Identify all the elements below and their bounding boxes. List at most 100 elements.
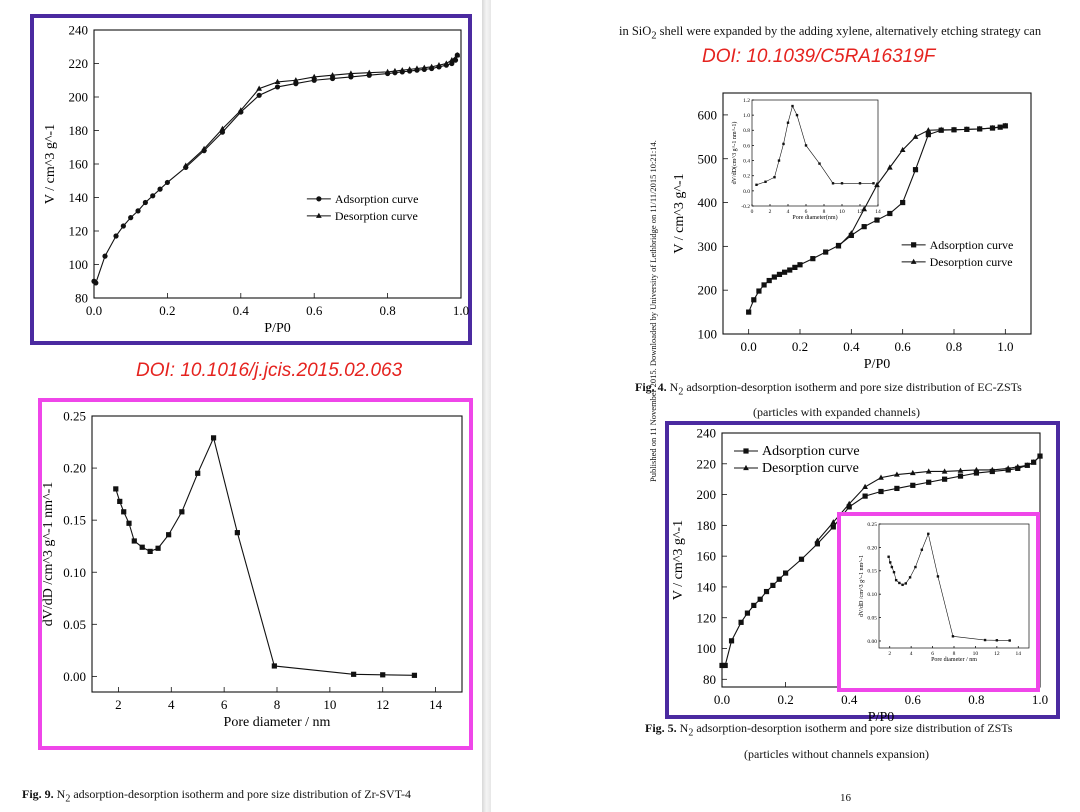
y-axis-label: dV/dD /cm^3 g^-1 nm^-1 [859,555,865,617]
y-tick-label: 120 [69,224,89,239]
data-point [777,159,781,162]
x-tick-label: 0.0 [714,692,730,707]
legend-marker [743,448,749,454]
side-note: Published on 11 November 2015. Downloade… [648,140,658,482]
x-axis-label: P/P0 [264,321,290,336]
data-point [938,126,945,132]
data-point [798,556,805,562]
x-tick-label: 6 [805,209,808,215]
series-line-1 [838,125,1006,247]
data-point [835,243,842,249]
legend-label: Desorption curve [335,209,418,223]
data-point [292,77,299,83]
legend-label: Adsorption curve [762,444,860,459]
data-point [941,468,948,474]
data-point [155,545,161,551]
y-axis-label: dV/dD(cm^3 g^-1 nm^-1) [731,122,738,185]
y-tick-label: 500 [698,151,718,166]
data-point [973,470,979,476]
data-point [912,167,919,173]
data-point [142,199,148,206]
legend-marker [316,212,322,218]
x-tick-label: 4 [168,697,175,712]
data-point [751,602,757,609]
y-tick-label: 0.0 [743,189,750,195]
y-axis-label: V / cm^3 g^-1 [43,124,58,204]
y-tick-label: 0.05 [867,616,877,622]
data-point [274,84,281,90]
y-tick-label: 80 [703,672,716,687]
data-point [878,474,884,480]
data-point [914,565,917,569]
data-point [766,277,772,284]
data-point [874,217,880,223]
data-point [764,180,767,183]
data-point [951,635,955,638]
data-point [957,467,964,473]
fig4-isotherm-chart: 0.0 0.2 0.4 0.6 0.8 1.0100200300400500600P/P0… [672,92,1032,372]
x-tick-label: 8 [823,209,826,215]
data-point [414,65,420,71]
y-tick-label: 0.20 [867,545,877,551]
data-point [818,162,821,165]
data-point [810,256,816,262]
data-point [861,205,868,212]
legend-marker [911,242,917,248]
y-tick-label: 100 [697,641,717,656]
data-point [117,498,123,505]
y-axis-label: V / cm^3 g^-1 [671,520,686,600]
y-tick-label: 140 [697,579,717,594]
data-point [411,672,418,678]
y-tick-label: 0.00 [867,639,877,645]
x-tick-label: 2 [888,651,891,657]
data-point [909,469,916,476]
fig9-caption-part1: N [53,787,66,801]
data-point [878,488,884,495]
x-tick-label: 0.4 [843,339,860,354]
data-point [256,92,262,98]
data-point [126,520,132,526]
plot-frame [751,99,879,207]
fig4-label: Fig. 4. [635,380,667,394]
data-point [182,162,189,168]
data-point [776,576,782,582]
series-line-0 [888,532,1010,641]
data-point [910,482,916,488]
data-point [846,500,853,506]
data-point [894,578,898,582]
y-tick-label: 600 [698,107,718,122]
data-point [436,62,442,68]
fig5-caption-line2: (particles without channels expansion) [744,747,929,761]
data-point [894,485,900,492]
data-point [113,233,119,239]
y-tick-label: 220 [69,56,89,71]
right-page: Published on 11 November 2015. Downloade… [491,0,1080,812]
x-tick-label: 2 [769,209,772,215]
data-point [791,104,794,108]
x-tick-label: 14 [875,209,881,215]
series-line-0 [93,54,458,284]
data-point [234,530,240,536]
x-tick-label: 12 [994,651,1000,657]
y-axis-label: dV/dD /cm^3 g^-1 nm^-1 [41,482,56,627]
x-tick-label: 12 [376,697,389,712]
plot-frame [91,415,463,693]
x-axis-label: P/P0 [868,710,894,725]
data-point [783,570,789,576]
purple-highlight-frame [30,14,472,345]
data-point [797,262,803,268]
data-point [166,532,172,538]
y-tick-label: 300 [698,239,718,254]
fig4-caption-part2: adsorption-desorption isotherm and pore … [683,380,1022,394]
data-point [738,619,744,625]
data-point [925,127,932,133]
data-point [237,107,244,113]
x-tick-label: 0.6 [306,303,323,318]
data-point [782,142,785,146]
y-axis-label: V / cm^3 g^-1 [672,173,687,253]
fig5-isotherm-chart: 0.0 0.2 0.4 0.6 0.8 1.08010012014016018020022… [671,426,1048,725]
legend-label: Adsorption curve [930,238,1014,252]
data-point [887,555,890,558]
data-point [831,182,835,185]
data-point [121,509,127,515]
